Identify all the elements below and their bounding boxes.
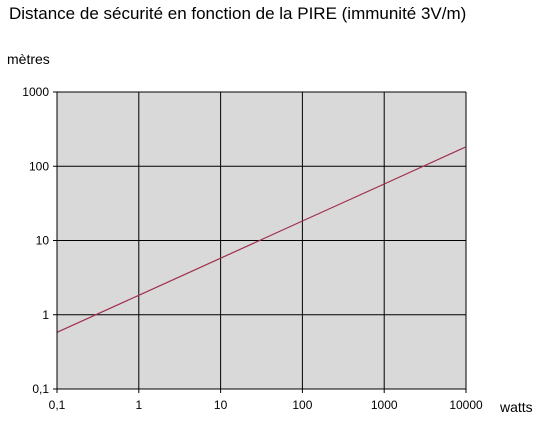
chart-title: Distance de sécurité en fonction de la P… xyxy=(9,4,466,23)
x-tick-label: 10 xyxy=(214,398,228,412)
x-axis: 0,1 1 10 100 1000 10000 xyxy=(49,389,483,412)
x-axis-label: watts xyxy=(499,399,533,415)
x-tick-label: 0,1 xyxy=(49,398,66,412)
y-tick-label: 10 xyxy=(36,234,50,248)
x-tick-label: 1 xyxy=(135,398,142,412)
series-layer xyxy=(56,146,467,333)
y-axis-label: mètres xyxy=(7,51,50,67)
x-tick-label: 10000 xyxy=(449,398,483,412)
x-tick-label: 1000 xyxy=(371,398,398,412)
y-axis: 0,1 1 10 100 1000 xyxy=(22,85,57,396)
y-tick-label: 100 xyxy=(29,159,49,173)
grid xyxy=(57,91,467,389)
y-tick-label: 1 xyxy=(42,308,49,322)
series-line xyxy=(56,146,467,333)
y-tick-label: 0,1 xyxy=(32,382,49,396)
x-tick-label: 100 xyxy=(292,398,312,412)
y-tick-label: 1000 xyxy=(22,85,49,99)
